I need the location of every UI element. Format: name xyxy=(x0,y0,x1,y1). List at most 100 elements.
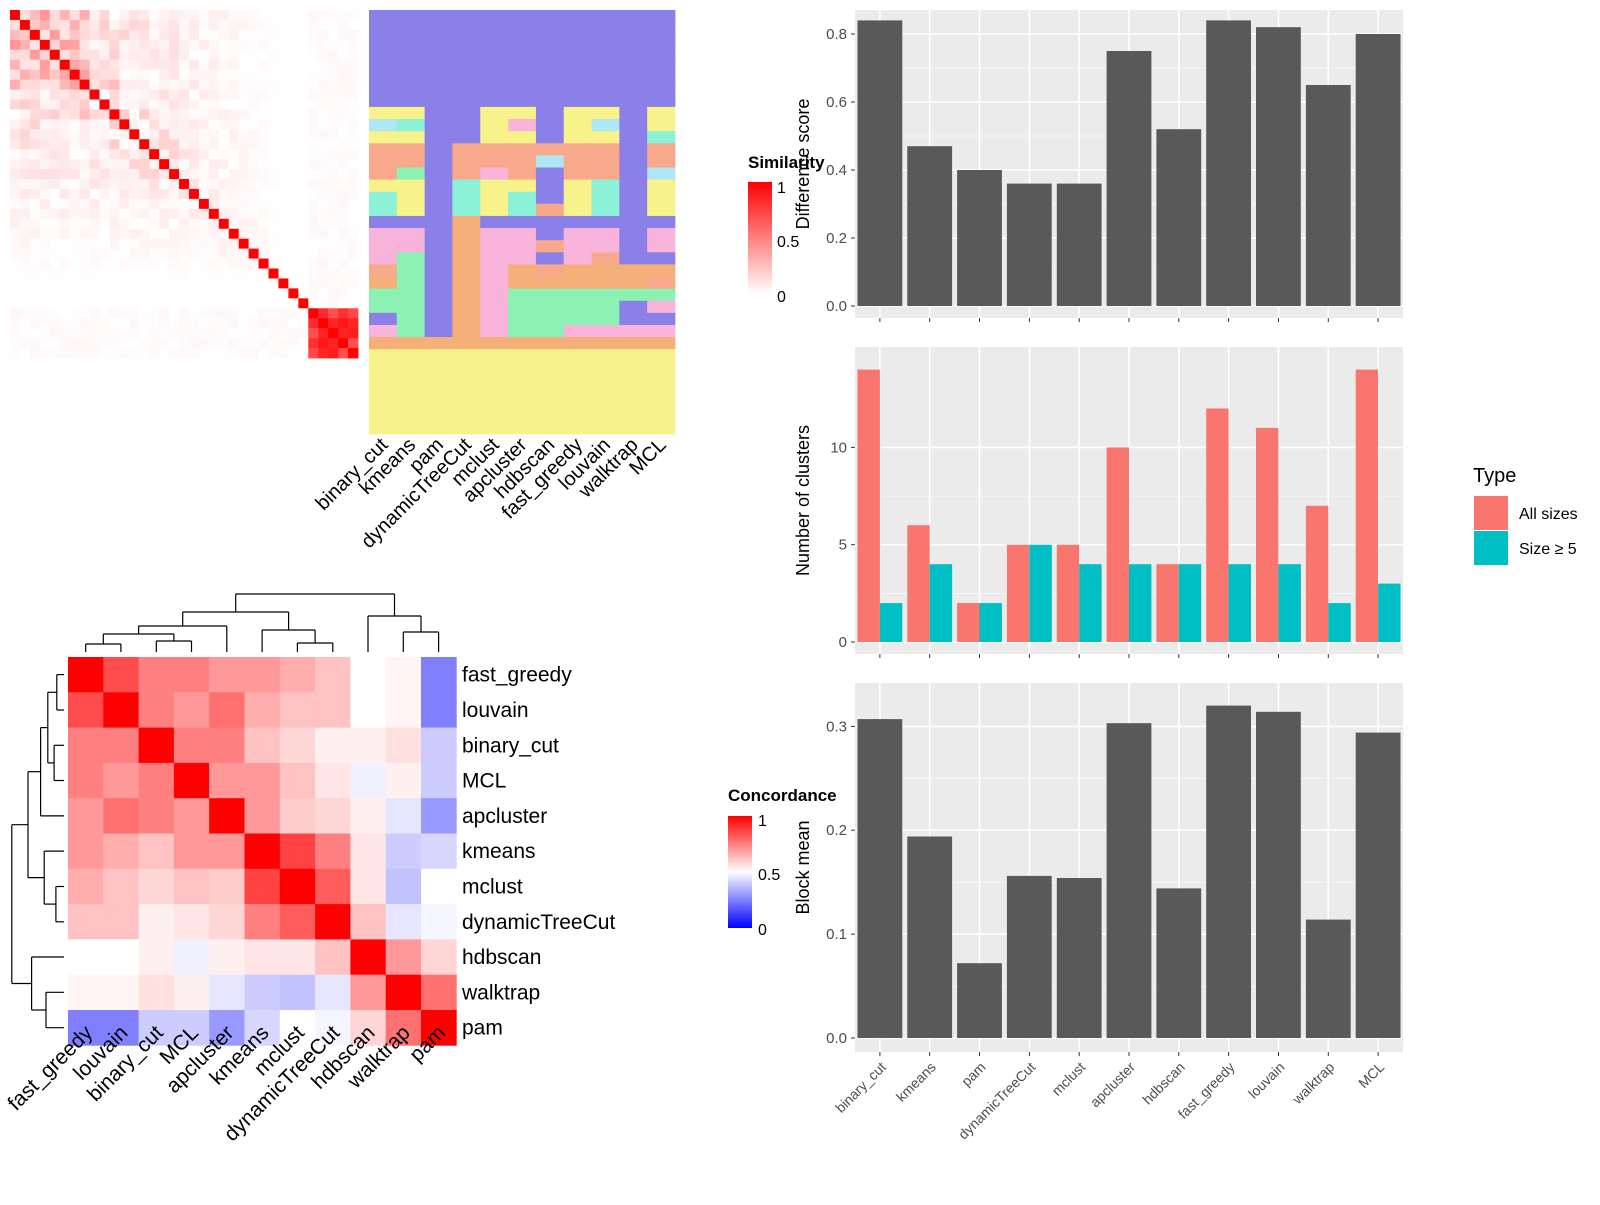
similarity-cell xyxy=(29,159,41,170)
concordance-row-label-pam: pam xyxy=(462,1017,503,1040)
similarity-cell xyxy=(298,348,309,359)
similarity-cell xyxy=(39,208,51,220)
class-cell xyxy=(619,324,648,338)
class-cell xyxy=(619,337,648,350)
similarity-cell xyxy=(198,288,210,299)
similarity-cell xyxy=(79,129,90,140)
concordance-cell xyxy=(315,798,351,834)
class-cell xyxy=(369,421,398,435)
similarity-cell xyxy=(338,10,349,21)
similarity-cell xyxy=(318,99,329,110)
similarity-cell xyxy=(268,149,279,160)
similarity-cell xyxy=(109,338,120,349)
similarity-cell xyxy=(208,99,220,110)
class-cell xyxy=(508,300,537,314)
concordance-cell xyxy=(279,657,316,693)
similarity-cell xyxy=(29,119,41,130)
similarity-cell xyxy=(10,308,21,319)
concordance-cell xyxy=(103,762,139,799)
class-cell xyxy=(619,167,648,180)
similarity-cell xyxy=(338,328,349,339)
class-cell xyxy=(396,264,426,277)
similarity-cell xyxy=(79,258,90,269)
similarity-cell xyxy=(129,89,140,100)
similarity-cell xyxy=(348,79,359,90)
similarity-cell xyxy=(79,139,90,150)
class-cell xyxy=(591,167,620,180)
class-cell xyxy=(619,397,648,411)
similarity-cell xyxy=(29,179,41,190)
class-cell xyxy=(563,373,592,386)
similarity-cell xyxy=(248,69,259,80)
class-cell xyxy=(563,131,592,144)
similarity-cell xyxy=(348,129,359,140)
concordance-cell xyxy=(209,868,245,905)
class-cell xyxy=(591,10,620,23)
similarity-cell xyxy=(139,109,150,120)
bar-apcluster xyxy=(1106,723,1152,1038)
bar-all-sizes-apcluster xyxy=(1106,447,1129,642)
class-cell xyxy=(647,215,676,229)
similarity-cell xyxy=(29,79,41,90)
similarity-cell xyxy=(179,29,190,41)
similarity-cell xyxy=(308,268,319,279)
class-cell xyxy=(396,252,426,265)
class-cell xyxy=(508,361,537,374)
class-cell xyxy=(535,361,565,374)
similarity-cell xyxy=(318,139,329,150)
similarity-cell xyxy=(268,179,279,190)
concordance-cell xyxy=(68,868,104,905)
concordance-legend-bar xyxy=(728,816,752,928)
similarity-cell xyxy=(218,348,230,359)
similarity-cell xyxy=(198,89,210,100)
class-cell xyxy=(452,276,481,290)
similarity-cell xyxy=(29,288,41,299)
similarity-cell xyxy=(59,49,71,61)
y-tick-label: 0.1 xyxy=(826,926,847,943)
similarity-cell xyxy=(89,268,100,279)
concordance-cell xyxy=(68,1010,104,1046)
concordance-cell xyxy=(244,727,281,764)
similarity-cell xyxy=(89,79,100,90)
similarity-cell xyxy=(258,278,269,289)
similarity-cell xyxy=(129,248,140,259)
similarity-cell xyxy=(248,238,259,250)
similarity-cell xyxy=(278,228,289,240)
similarity-cell xyxy=(49,348,61,359)
similarity-cell xyxy=(19,308,31,319)
class-cell xyxy=(535,312,565,326)
similarity-cell xyxy=(328,29,339,41)
similarity-cell xyxy=(10,188,21,200)
similarity-cell xyxy=(328,79,339,90)
similarity-cell xyxy=(39,308,51,319)
similarity-cell xyxy=(298,228,309,240)
similarity-cell xyxy=(79,99,90,110)
similarity-cell xyxy=(159,69,170,80)
class-cell xyxy=(369,215,398,229)
similarity-cell xyxy=(109,268,120,279)
similarity-cell xyxy=(49,258,61,269)
class-cell xyxy=(452,312,481,326)
similarity-cell xyxy=(29,39,41,51)
class-cell xyxy=(508,276,537,290)
similarity-cell xyxy=(348,149,359,160)
concordance-cell xyxy=(244,868,281,905)
similarity-cell xyxy=(149,29,160,41)
similarity-cell xyxy=(79,228,90,240)
similarity-cell xyxy=(328,49,339,61)
similarity-cell xyxy=(99,288,110,299)
similarity-cell xyxy=(159,328,170,339)
similarity-cell xyxy=(39,228,51,240)
similarity-cell xyxy=(208,59,220,71)
similarity-cell xyxy=(10,29,21,41)
class-cell xyxy=(508,349,537,362)
bar-all-sizes-kmeans xyxy=(907,525,930,642)
class-cell xyxy=(619,421,648,435)
class-cell xyxy=(508,240,537,253)
similarity-cell xyxy=(69,268,80,279)
similarity-cell xyxy=(10,268,21,279)
similarity-cell xyxy=(99,179,110,190)
concordance-cell xyxy=(315,974,351,1011)
class-cell xyxy=(563,215,592,229)
similarity-cell xyxy=(258,248,269,259)
